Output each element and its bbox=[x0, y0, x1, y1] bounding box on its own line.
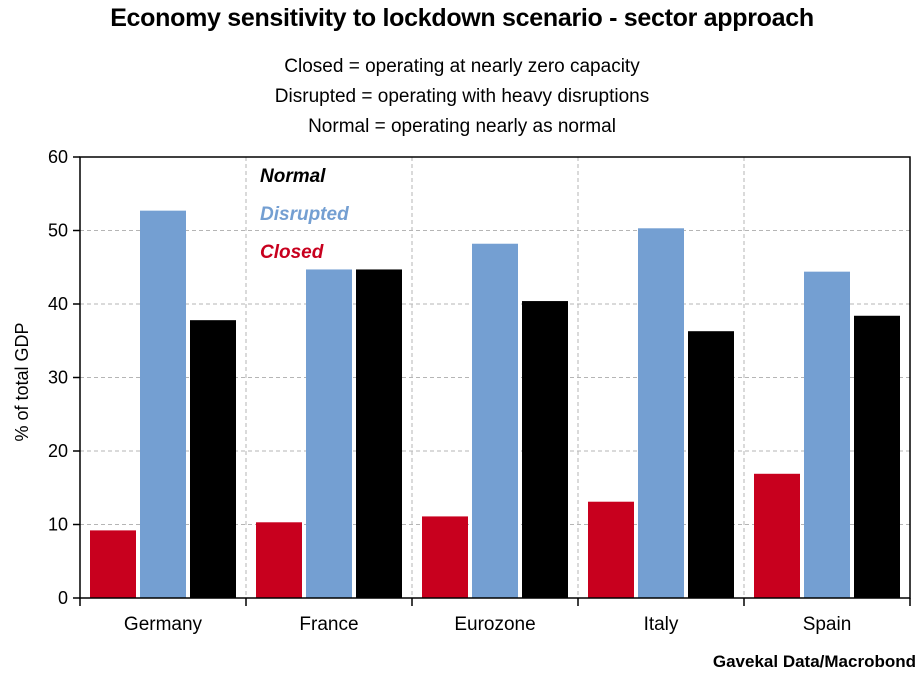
source-credit: Gavekal Data/Macrobond bbox=[712, 652, 916, 671]
x-tick-label: Spain bbox=[803, 614, 852, 635]
legend-item-disrupted: Disrupted bbox=[260, 204, 349, 225]
bar-normal-germany bbox=[190, 320, 236, 598]
y-tick-label: 50 bbox=[48, 221, 68, 241]
axes-layer bbox=[73, 156, 911, 606]
bar-closed-italy bbox=[588, 501, 634, 598]
bar-disrupted-spain bbox=[804, 271, 850, 598]
y-tick-label: 40 bbox=[48, 294, 68, 314]
plot-frame bbox=[79, 156, 911, 599]
x-tick-label: Germany bbox=[124, 614, 203, 635]
bar-normal-eurozone bbox=[522, 301, 568, 598]
y-tick-label: 10 bbox=[48, 515, 68, 535]
bar-closed-eurozone bbox=[422, 516, 468, 598]
y-tick-label: 20 bbox=[48, 441, 68, 461]
subtitle-line-3: Normal = operating nearly as normal bbox=[308, 116, 616, 137]
bar-disrupted-france bbox=[306, 269, 352, 598]
y-tick-label: 60 bbox=[48, 147, 68, 167]
bar-closed-spain bbox=[754, 473, 800, 598]
subtitle-line-2: Disrupted = operating with heavy disrupt… bbox=[274, 86, 650, 107]
x-tick-label: France bbox=[299, 614, 358, 635]
legend: Normal Disrupted Closed bbox=[260, 166, 349, 263]
y-tick-label: 0 bbox=[58, 588, 68, 608]
bar-closed-france bbox=[256, 522, 302, 598]
x-tick-label: Eurozone bbox=[454, 614, 535, 635]
bar-normal-france bbox=[356, 269, 402, 598]
bar-closed-germany bbox=[90, 530, 136, 598]
legend-item-closed: Closed bbox=[260, 242, 324, 263]
bar-disrupted-eurozone bbox=[472, 243, 518, 599]
bar-normal-italy bbox=[688, 331, 734, 598]
legend-item-normal: Normal bbox=[260, 166, 326, 187]
y-axis-label: % of total GDP bbox=[12, 322, 32, 441]
bar-normal-spain bbox=[854, 315, 900, 598]
bars-layer bbox=[90, 210, 900, 599]
x-tick-label: Italy bbox=[644, 614, 679, 635]
bar-disrupted-germany bbox=[140, 210, 186, 598]
labels-layer: 0 10 20 30 40 50 60 Germany France Eurozone Italy S… bbox=[48, 147, 851, 635]
bar-disrupted-italy bbox=[638, 228, 684, 599]
y-tick-label: 30 bbox=[48, 368, 68, 388]
chart-title: Economy sensitivity to lockdown scenario… bbox=[110, 4, 814, 32]
subtitle-line-1: Closed = operating at nearly zero capaci… bbox=[284, 56, 640, 77]
